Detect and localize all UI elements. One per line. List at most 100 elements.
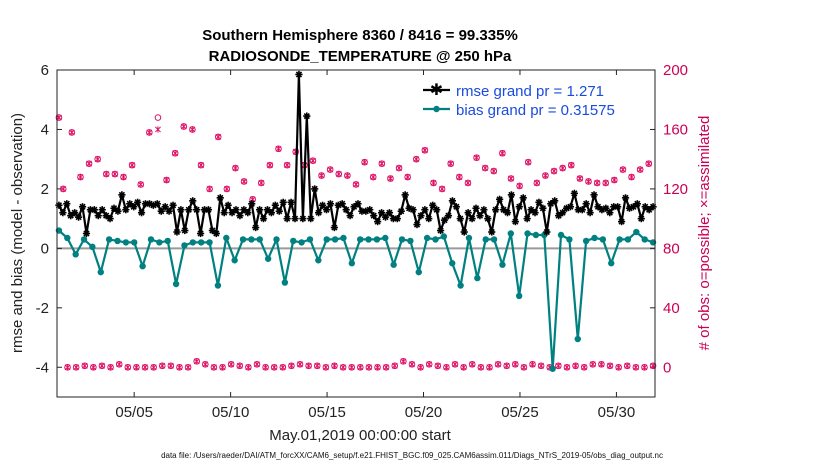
rmse-point <box>503 209 512 217</box>
obs-assimilated-marker <box>486 364 493 371</box>
bias-point <box>474 274 481 282</box>
rmse-point <box>232 206 240 214</box>
bias-point <box>214 282 222 289</box>
obs-assimilated-marker <box>443 364 450 371</box>
rmse-point <box>94 212 102 220</box>
obs-assimilated-marker <box>464 179 471 187</box>
rmse-point <box>531 209 539 217</box>
obs-assimilated-marker <box>340 364 347 371</box>
bias-point <box>599 236 607 243</box>
rmse-point-stroke <box>232 206 240 213</box>
rmse-point-stroke <box>134 199 141 206</box>
obs-assimilated-marker <box>172 150 179 157</box>
rmse-point-stroke <box>394 215 401 222</box>
obs-assimilated-marker <box>94 155 101 163</box>
rmse-point-stroke <box>488 228 495 236</box>
bias-point <box>382 234 389 242</box>
rmse-point-stroke <box>512 218 519 225</box>
obs-assimilated-marker <box>137 181 144 188</box>
rmse-series <box>55 70 657 238</box>
bias-point <box>97 268 104 276</box>
x-tick-label: 05/05 <box>115 404 153 421</box>
bias-point <box>122 239 130 246</box>
rmse-point <box>409 206 417 214</box>
obs-assimilated-marker <box>555 362 562 369</box>
footnote: data file: /Users/raeder/DAI/ATM_forcXX/… <box>161 451 663 460</box>
rmse-point-stroke <box>500 206 507 213</box>
obs-assimilated-marker <box>353 181 359 188</box>
rmse-point-stroke <box>409 206 417 213</box>
rmse-point <box>374 218 382 226</box>
obs-assimilated-marker <box>512 361 519 368</box>
obs-assimilated-marker <box>297 361 303 368</box>
obs-assimilated-marker <box>111 170 118 178</box>
bias-point <box>348 260 356 267</box>
obs-assimilated-marker <box>391 362 398 369</box>
rmse-point-stroke <box>606 209 613 216</box>
bias-point <box>231 257 238 264</box>
rmse-point <box>366 206 374 214</box>
rmse-point <box>315 209 323 217</box>
rmse-point <box>165 207 173 215</box>
obs-assimilated-marker <box>447 160 454 167</box>
rmse-point-stroke <box>118 191 125 198</box>
obs-assimilated-marker <box>180 123 187 130</box>
obs-assimilated-marker <box>348 364 355 371</box>
rmse-point <box>307 215 315 223</box>
bias-point <box>582 237 590 245</box>
obs-assimilated-marker <box>615 364 622 371</box>
rmse-point-stroke <box>264 206 271 213</box>
rmse-point <box>511 218 519 226</box>
rmse-point-stroke <box>287 199 295 206</box>
rmse-point-stroke <box>354 200 362 207</box>
rmse-point-stroke <box>543 228 550 236</box>
bias-series <box>55 227 657 372</box>
rmse-point <box>586 209 594 217</box>
obs-assimilated-marker <box>193 358 200 365</box>
obs-assimilated-marker <box>314 362 321 369</box>
rmse-point-stroke <box>327 200 334 207</box>
rmse-point-stroke <box>508 191 515 198</box>
bias-point <box>147 236 155 243</box>
rmse-point <box>385 209 394 217</box>
obs-assimilated-marker <box>322 364 329 371</box>
obs-assimilated-marker <box>163 176 170 184</box>
rmse-point <box>346 212 354 220</box>
bias-point <box>624 236 632 243</box>
y-right-tick-label: 120 <box>663 181 688 198</box>
rmse-point <box>204 206 213 214</box>
rmse-point-stroke <box>75 214 82 221</box>
rmse-point-stroke <box>138 209 145 216</box>
obs-assimilated-marker <box>387 175 394 182</box>
rmse-point-stroke <box>276 208 283 215</box>
rmse-point-stroke <box>583 200 590 207</box>
rmse-point-stroke <box>181 227 188 234</box>
bias-point <box>457 282 464 289</box>
rmse-point-stroke <box>638 215 645 222</box>
rmse-point-stroke <box>185 206 192 213</box>
rmse-point <box>614 203 622 211</box>
obs-assimilated-marker <box>81 362 88 369</box>
bias-point <box>306 236 314 243</box>
obs-assimilated-marker <box>331 362 338 369</box>
rmse-point <box>106 215 114 223</box>
rmse-point <box>114 207 122 215</box>
rmse-point <box>75 213 83 221</box>
bias-point <box>239 236 247 243</box>
rmse-point <box>590 191 598 199</box>
obs-assimilated-marker <box>396 164 403 172</box>
rmse-point-stroke <box>252 224 259 231</box>
rmse-point-stroke <box>417 212 425 219</box>
rmse-point-stroke <box>594 203 602 210</box>
rmse-point-stroke <box>189 197 196 204</box>
rmse-point-stroke <box>240 206 247 213</box>
rmse-point-stroke <box>106 215 114 222</box>
rmse-point <box>452 203 460 211</box>
rmse-point <box>519 194 527 202</box>
obs-assimilated-marker <box>641 364 648 371</box>
bias-point <box>172 280 180 288</box>
rmse-point-stroke <box>634 200 641 207</box>
rmse-point-stroke <box>622 194 629 201</box>
rmse-point-stroke <box>315 209 322 216</box>
y-right-tick-label: 40 <box>663 300 680 317</box>
